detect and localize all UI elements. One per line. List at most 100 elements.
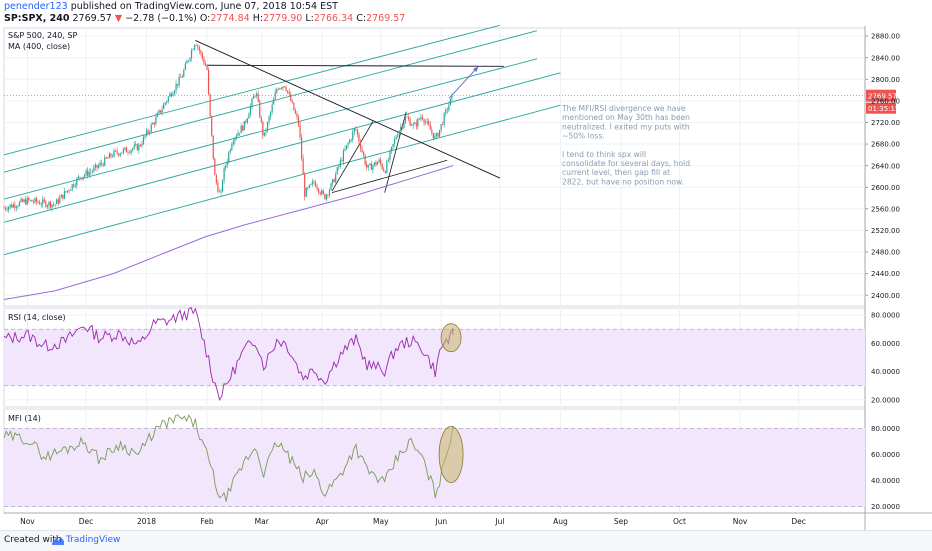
author-link[interactable]: penender123 (4, 1, 68, 12)
candle-down (35, 198, 38, 203)
last-price-tag-label: 2769.57 (868, 93, 897, 101)
candle-up (221, 180, 224, 192)
candle-up (107, 158, 109, 159)
price-pane (3, 27, 866, 307)
candle-down (355, 128, 357, 130)
countdown-tag (866, 102, 896, 114)
y-tick-label: 2840.00 (871, 54, 900, 62)
candle-up (336, 167, 338, 175)
candle-up (338, 166, 340, 168)
candle-down (288, 91, 290, 94)
candle-up (349, 139, 351, 144)
candle-down (208, 69, 210, 95)
candle-down (442, 124, 444, 125)
candle-up (404, 117, 407, 124)
candle-up (146, 130, 148, 136)
candle-up (390, 146, 393, 152)
candle-up (321, 190, 323, 194)
candle-down (260, 117, 262, 122)
ma-legend: MA (400, close) (8, 42, 70, 51)
candle-down (200, 50, 202, 53)
y-tick-label: 2680.00 (871, 141, 900, 149)
candle-down (322, 190, 324, 195)
candle-down (257, 93, 259, 102)
candle-down (105, 157, 107, 159)
candle-down (87, 170, 89, 176)
candle-up (252, 96, 255, 99)
candle-up (279, 88, 281, 90)
candle-up (56, 199, 58, 205)
candle-up (194, 44, 196, 50)
y-tick-label: 60.0000 (871, 451, 900, 459)
candle-up (167, 96, 169, 102)
candle-up (228, 152, 230, 162)
candle-up (181, 76, 183, 78)
candle-down (283, 86, 286, 88)
candle-down (316, 186, 318, 189)
candle-up (183, 69, 185, 77)
candle-up (311, 181, 314, 184)
candle-up (82, 176, 84, 179)
candle-up (395, 136, 397, 140)
open-value: 2774.84 (210, 13, 250, 24)
wedge-line (384, 111, 407, 193)
candle-up (274, 92, 276, 100)
candle-up (155, 116, 157, 125)
ma-line (3, 165, 454, 301)
x-tick-label: Nov (20, 517, 35, 526)
candle-down (80, 177, 83, 179)
candle-down (118, 153, 120, 156)
candle-down (259, 101, 261, 118)
candle-up (223, 168, 225, 181)
candle-up (71, 184, 73, 190)
note-line: The MFI/RSI divergence we have (561, 104, 686, 113)
candle-down (319, 192, 321, 194)
candle-up (113, 150, 115, 157)
candle-down (299, 124, 301, 138)
candle-up (394, 139, 396, 144)
candle-down (318, 188, 320, 193)
rsi-pane-title: RSI (14, close) (8, 313, 66, 322)
tradingview-brand-link[interactable]: TradingView (66, 535, 121, 545)
candle-up (121, 152, 123, 154)
channel-line (3, 24, 501, 156)
candle-down (116, 150, 118, 154)
candle-down (153, 123, 155, 125)
candle-down (177, 83, 179, 86)
high-value: 2779.90 (263, 13, 303, 24)
y-tick-label: 2480.00 (871, 249, 900, 257)
candle-up (130, 150, 132, 153)
candle-up (104, 157, 106, 166)
candle-down (242, 125, 244, 131)
candle-down (363, 151, 365, 156)
mfi-line (3, 414, 454, 502)
candle-up (263, 132, 265, 136)
y-tick-label: 20.0000 (871, 503, 900, 511)
candle-down (415, 122, 417, 127)
candle-up (66, 190, 69, 193)
y-tick-label: 2760.00 (871, 97, 900, 105)
candle-up (237, 132, 239, 136)
candle-up (412, 124, 414, 126)
candle-up (99, 162, 101, 166)
y-tick-label: 80.0000 (871, 312, 900, 320)
candle-down (359, 141, 362, 149)
chart-canvas[interactable]: S&P 500, 240, SP MA (400, close) RSI (14, … (0, 0, 932, 530)
publish-info: published on TradingView.com, June 07, 2… (67, 1, 338, 12)
candle-up (426, 121, 428, 123)
candle-down (304, 174, 306, 197)
candle-up (270, 111, 272, 117)
y-tick-label: 80.0000 (871, 425, 900, 433)
candle-up (420, 117, 422, 120)
candle-up (231, 144, 233, 151)
candle-down (37, 202, 39, 203)
candle-up (240, 125, 242, 134)
candle-down (212, 135, 214, 159)
candle-up (138, 144, 140, 151)
trend-line (195, 40, 501, 179)
candle-up (345, 145, 348, 150)
candle-up (23, 199, 25, 202)
candle-up (91, 171, 93, 172)
x-tick-label: May (373, 517, 389, 526)
close-value: 2769.57 (366, 13, 406, 24)
